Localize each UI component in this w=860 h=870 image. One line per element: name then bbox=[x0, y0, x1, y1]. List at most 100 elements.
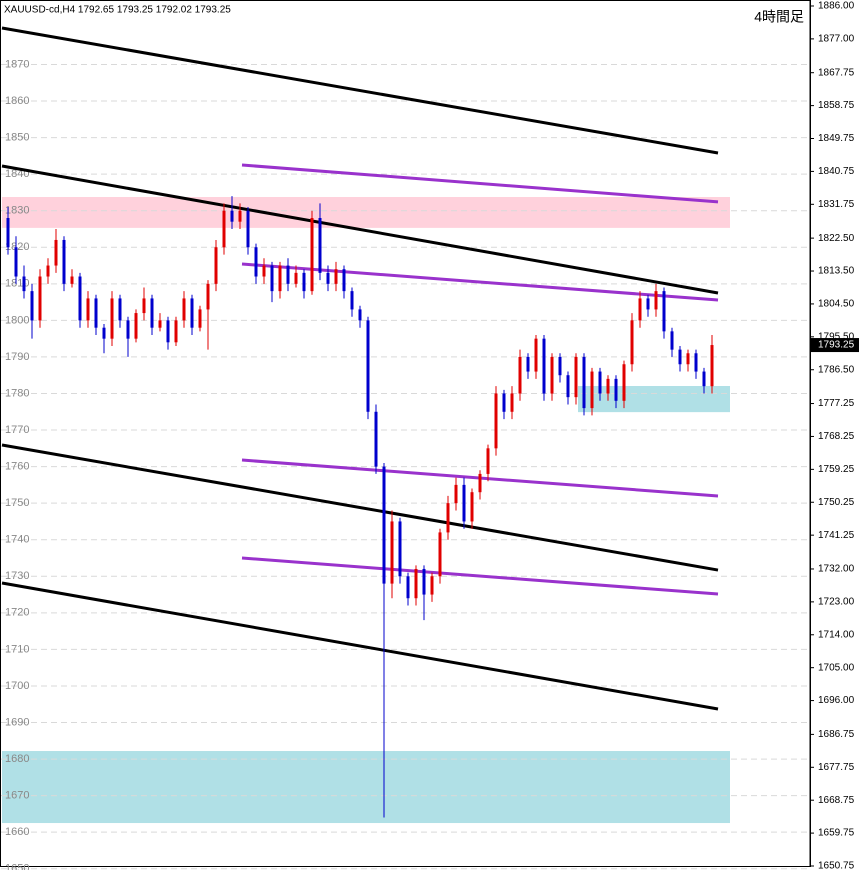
candle-body bbox=[54, 239, 58, 266]
trendline bbox=[1, 443, 719, 572]
y-tick-label: 1650 bbox=[5, 863, 29, 870]
y2-tick-label: 1741.25 bbox=[818, 530, 855, 541]
candle-body bbox=[526, 356, 530, 372]
y2-tick-label: 1831.75 bbox=[818, 199, 855, 210]
candle-body bbox=[270, 265, 274, 292]
candle-body bbox=[310, 218, 314, 292]
y-tick-label: 1720 bbox=[5, 607, 29, 619]
candle-body bbox=[710, 345, 714, 387]
candle-body bbox=[438, 532, 442, 577]
zone bbox=[2, 751, 730, 824]
candle-body bbox=[246, 210, 250, 248]
candle-body bbox=[334, 269, 338, 284]
candle-body bbox=[606, 378, 610, 394]
candle-body bbox=[374, 411, 378, 467]
y2-tick-label: 1886.00 bbox=[818, 1, 855, 12]
candle-body bbox=[174, 320, 178, 343]
candle-body bbox=[462, 484, 466, 522]
y2-tick-label: 1668.75 bbox=[818, 795, 855, 806]
y-tick-label: 1870 bbox=[5, 58, 29, 70]
candle-body bbox=[342, 269, 346, 292]
y-tick-label: 1830 bbox=[5, 205, 29, 217]
y-tick-label: 1690 bbox=[5, 716, 29, 728]
y2-tick-label: 1768.25 bbox=[818, 431, 855, 442]
y-tick-label: 1670 bbox=[5, 790, 29, 802]
trendline bbox=[1, 26, 719, 155]
candle-body bbox=[110, 298, 114, 339]
candle-body bbox=[86, 298, 90, 321]
candle-body bbox=[78, 276, 82, 321]
y-tick-label: 1660 bbox=[5, 826, 29, 838]
y2-tick-label: 1849.75 bbox=[818, 133, 855, 144]
y2-tick-label: 1759.25 bbox=[818, 464, 855, 475]
candle-body bbox=[534, 338, 538, 372]
candle-body bbox=[414, 568, 418, 599]
candle-body bbox=[678, 349, 682, 365]
candle-body bbox=[206, 283, 210, 310]
y2-tick-label: 1777.25 bbox=[818, 398, 855, 409]
candle-body bbox=[142, 298, 146, 314]
candle-body bbox=[502, 393, 506, 412]
candle-body bbox=[430, 576, 434, 595]
y2-tick-label: 1822.50 bbox=[818, 233, 855, 244]
candle-body bbox=[382, 466, 386, 584]
candle-body bbox=[38, 276, 42, 321]
y-tick-label: 1820 bbox=[5, 241, 29, 253]
candle-body bbox=[662, 291, 666, 332]
zone bbox=[578, 386, 730, 413]
plot-frame bbox=[0, 0, 811, 867]
candle-body bbox=[326, 272, 330, 284]
candle-body bbox=[230, 210, 234, 222]
y-tick-label: 1710 bbox=[5, 643, 29, 655]
timeframe-label: 4時間足 bbox=[754, 9, 804, 25]
candle-body bbox=[294, 272, 298, 284]
y2-tick-label: 1795.50 bbox=[818, 331, 855, 342]
candle-body bbox=[486, 448, 490, 474]
candle-body bbox=[454, 484, 458, 504]
candle-body bbox=[574, 356, 578, 398]
zone bbox=[2, 196, 730, 228]
candle-body bbox=[550, 356, 554, 394]
candle-body bbox=[134, 313, 138, 339]
candle-body bbox=[566, 375, 570, 398]
y-tick-label: 1850 bbox=[5, 131, 29, 143]
y-tick-label: 1730 bbox=[5, 570, 29, 582]
y2-tick-label: 1840.75 bbox=[818, 166, 855, 177]
y-tick-label: 1780 bbox=[5, 387, 29, 399]
candle-body bbox=[22, 276, 26, 292]
candle-body bbox=[62, 239, 66, 284]
candle-body bbox=[518, 356, 522, 394]
candle-body bbox=[630, 320, 634, 365]
trendline bbox=[241, 556, 719, 596]
y2-tick-label: 1723.00 bbox=[818, 597, 855, 608]
candle-body bbox=[182, 298, 186, 321]
y2-tick-label: 1867.75 bbox=[818, 67, 855, 78]
candle-body bbox=[126, 320, 130, 339]
candle-body bbox=[614, 378, 618, 401]
candle-body bbox=[94, 298, 98, 328]
trendline bbox=[1, 164, 719, 295]
candle-body bbox=[494, 393, 498, 449]
candle-body bbox=[670, 331, 674, 350]
candle-body bbox=[422, 568, 426, 595]
y2-tick-label: 1858.75 bbox=[818, 100, 855, 111]
y2-tick-label: 1732.00 bbox=[818, 564, 855, 575]
trendline bbox=[1, 581, 719, 711]
y-tick-label: 1770 bbox=[5, 424, 29, 436]
symbol-header: XAUUSD-cd,H4 1792.65 1793.25 1792.02 179… bbox=[4, 5, 231, 16]
y2-tick-label: 1659.75 bbox=[818, 828, 855, 839]
candle-body bbox=[158, 320, 162, 328]
candle-body bbox=[318, 218, 322, 273]
y-tick-label: 1790 bbox=[5, 351, 29, 363]
candle-body bbox=[510, 393, 514, 412]
y-tick-label: 1700 bbox=[5, 680, 29, 692]
candle-body bbox=[150, 298, 154, 328]
candle-body bbox=[582, 356, 586, 409]
y2-tick-label: 1804.50 bbox=[818, 299, 855, 310]
candle-body bbox=[398, 521, 402, 577]
current-price-box bbox=[811, 338, 859, 353]
candle-body bbox=[654, 291, 658, 310]
candle-body bbox=[262, 265, 266, 277]
y-tick-label: 1800 bbox=[5, 314, 29, 326]
y2-tick-label: 1813.50 bbox=[818, 266, 855, 277]
